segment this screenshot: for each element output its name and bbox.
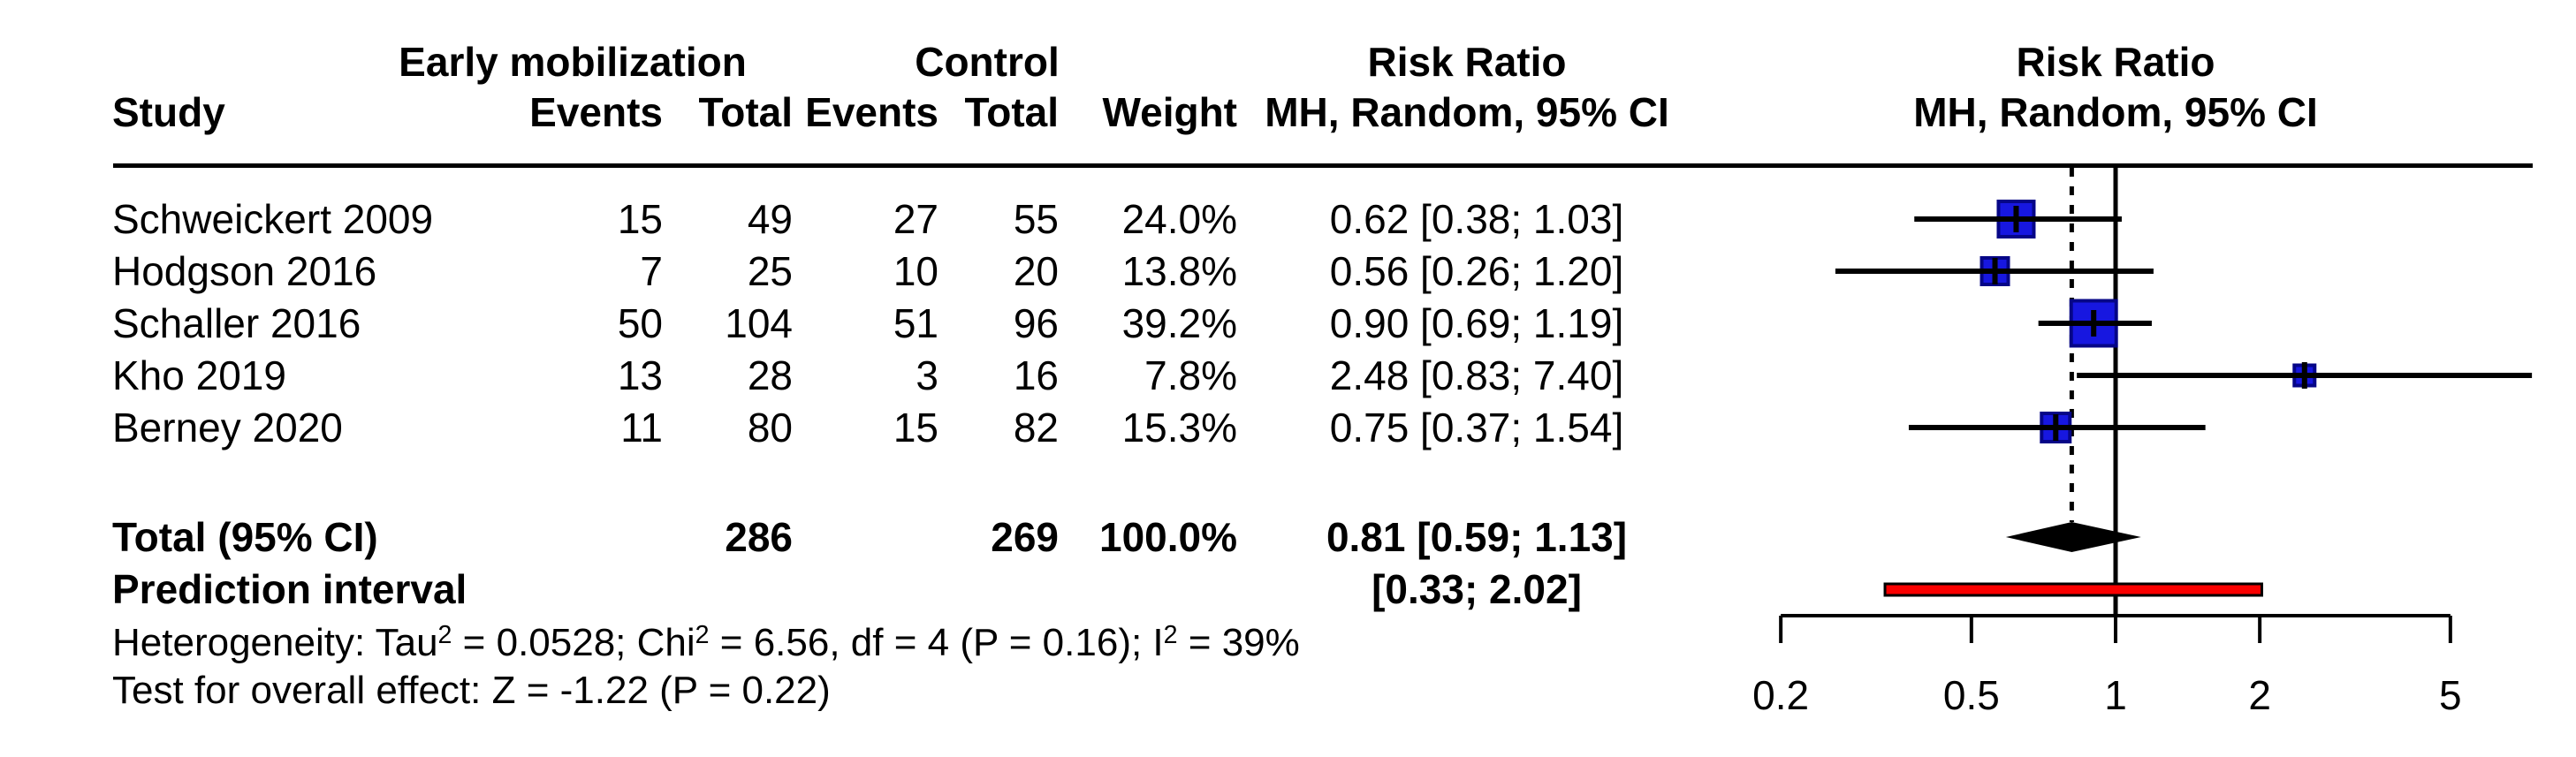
prediction-interval-label: Prediction interval [112, 566, 467, 612]
method-ci-text-header: MH, Random, 95% CI [1265, 89, 1669, 135]
weight-square [2069, 299, 2118, 348]
study-column-header: Study [112, 89, 225, 135]
study-name: Kho 2019 [112, 352, 286, 398]
risk-ratio-plot-column-title: Risk Ratio [2016, 39, 2215, 85]
method-ci-plot-header: MH, Random, 95% CI [1913, 89, 2318, 135]
events1-column-header: Events [529, 89, 663, 135]
events-control: 15 [893, 405, 938, 450]
weight-column-header: Weight [1102, 89, 1237, 135]
total-row-ci: 0.81 [0.59; 1.13] [1326, 514, 1628, 560]
total-row-total1: 286 [725, 514, 793, 560]
pooled-diamond [2005, 522, 2141, 552]
weight-value: 13.8% [1121, 248, 1237, 294]
total-control: 55 [1013, 196, 1059, 242]
weight-value: 7.8% [1144, 352, 1237, 398]
total-experimental: 28 [747, 352, 793, 398]
total-control: 20 [1013, 248, 1059, 294]
group1-header: Early mobilization [399, 39, 747, 85]
study-name: Hodgson 2016 [112, 248, 377, 294]
header-rule [113, 163, 2533, 168]
risk-ratio-ci-text: 0.62 [0.38; 1.03] [1329, 196, 1624, 242]
prediction-interval-bar [1883, 582, 2264, 597]
study-name: Schweickert 2009 [112, 196, 434, 242]
total2-column-header: Total [964, 89, 1059, 135]
x-axis-tick-label: 1 [2104, 672, 2127, 718]
prediction-interval-ci: [0.33; 2.02] [1372, 566, 1582, 612]
weight-square [1996, 200, 2036, 238]
x-axis-tick-label: 0.5 [1943, 672, 2000, 718]
events-experimental: 50 [617, 300, 663, 346]
total-row-weight: 100.0% [1098, 514, 1237, 560]
risk-ratio-ci-text: 0.75 [0.37; 1.54] [1329, 405, 1624, 450]
total-experimental: 25 [747, 248, 793, 294]
events-control: 27 [893, 196, 938, 242]
events-experimental: 13 [617, 352, 663, 398]
total1-column-header: Total [698, 89, 793, 135]
total-control: 82 [1013, 405, 1059, 450]
weight-square [2040, 412, 2072, 443]
events-control: 10 [893, 248, 938, 294]
events-experimental: 15 [617, 196, 663, 242]
study-name: Schaller 2016 [112, 300, 361, 346]
weight-value: 15.3% [1121, 405, 1237, 450]
x-axis-tick-label: 0.2 [1752, 672, 1809, 718]
events-experimental: 11 [620, 405, 663, 450]
events-experimental: 7 [640, 248, 663, 294]
risk-ratio-text-column-title: Risk Ratio [1367, 39, 1567, 85]
total-control: 96 [1013, 300, 1059, 346]
events-control: 51 [893, 300, 938, 346]
risk-ratio-ci-text: 2.48 [0.83; 7.40] [1329, 352, 1624, 398]
x-axis-tick-label: 5 [2439, 672, 2462, 718]
heterogeneity-text: Heterogeneity: Tau2 = 0.0528; Chi2 = 6.5… [112, 620, 1300, 664]
total-experimental: 49 [747, 196, 793, 242]
group2-header: Control [915, 39, 1060, 85]
total-row-total2: 269 [991, 514, 1059, 560]
x-axis-tick-label: 2 [2248, 672, 2271, 718]
total-experimental: 80 [747, 405, 793, 450]
risk-ratio-ci-text: 0.90 [0.69; 1.19] [1329, 300, 1624, 346]
risk-ratio-ci-text: 0.56 [0.26; 1.20] [1329, 248, 1624, 294]
total-experimental: 104 [725, 300, 793, 346]
events2-column-header: Events [805, 89, 938, 135]
total-row-label: Total (95% CI) [112, 514, 378, 560]
events-control: 3 [916, 352, 938, 398]
study-name: Berney 2020 [112, 405, 343, 450]
overall-effect-text: Test for overall effect: Z = -1.22 (P = … [112, 669, 831, 712]
weight-square [2292, 363, 2317, 388]
weight-square [1979, 256, 2010, 286]
total-control: 16 [1013, 352, 1059, 398]
weight-value: 39.2% [1121, 300, 1237, 346]
weight-value: 24.0% [1121, 196, 1237, 242]
